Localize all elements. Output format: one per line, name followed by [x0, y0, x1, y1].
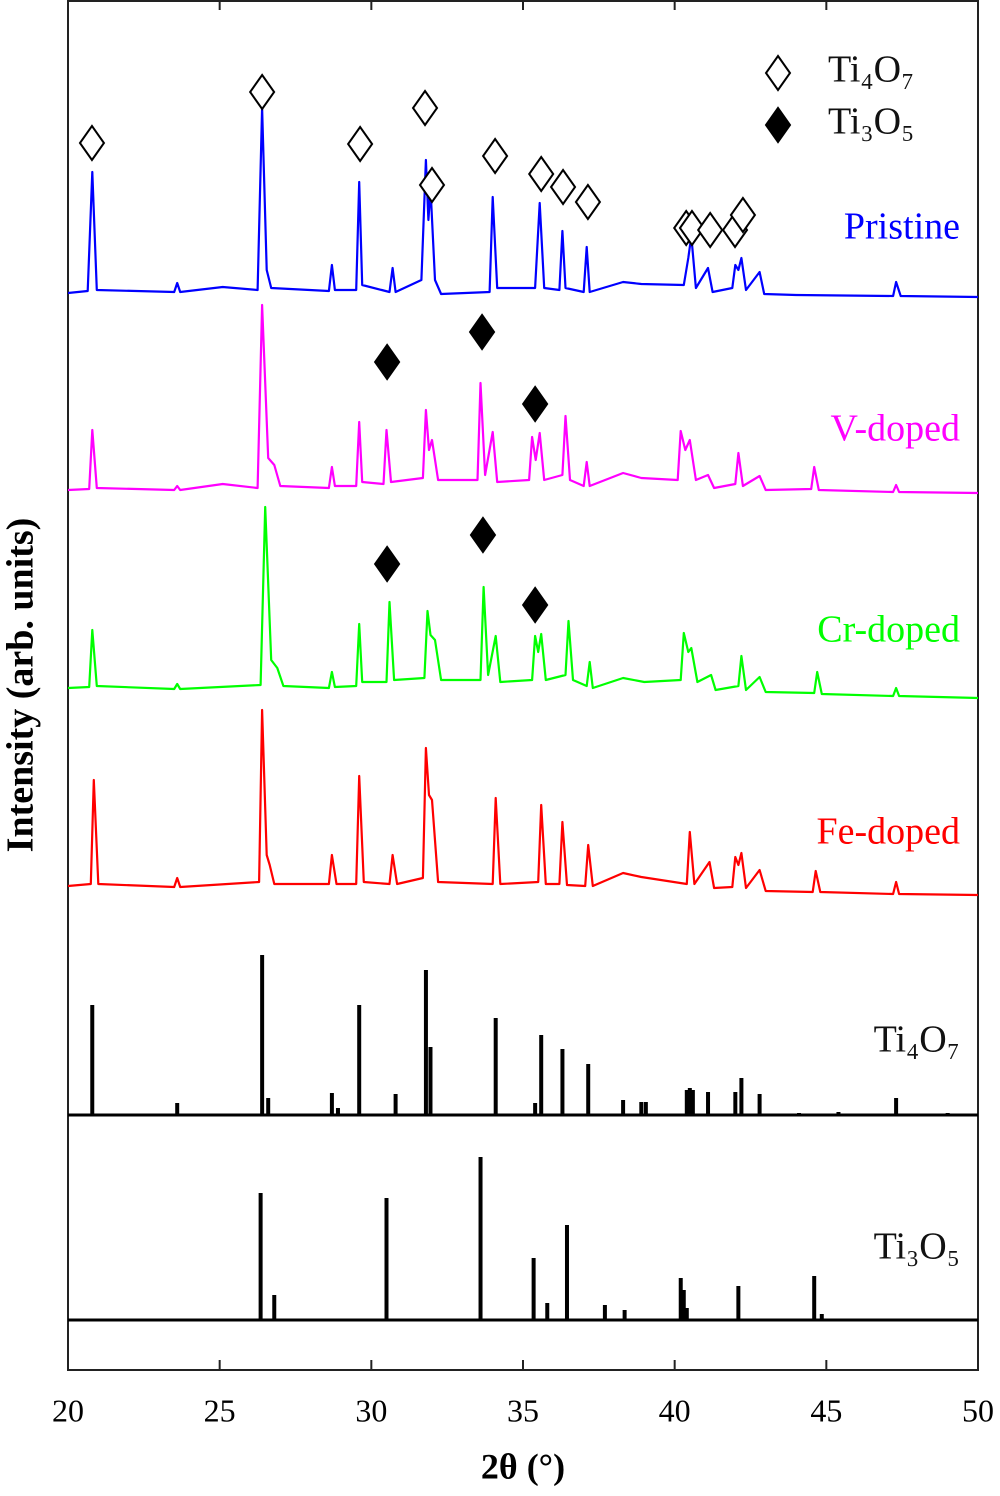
x-tick-label: 20	[52, 1392, 84, 1428]
peak-marker	[527, 155, 555, 193]
legend-label: Ti₃O₅	[828, 101, 914, 143]
peak-marker	[373, 343, 401, 381]
x-tick-label: 35	[507, 1392, 539, 1428]
legend-symbol	[764, 54, 792, 92]
peak-marker	[248, 73, 276, 111]
spectrum-line	[67, 303, 979, 495]
series-label: V-doped	[831, 408, 960, 450]
x-tick-label: 50	[962, 1392, 994, 1428]
x-tick-label: 40	[659, 1392, 691, 1428]
legend-symbol	[764, 106, 792, 144]
y-axis-label: Intensity (arb. units)	[0, 518, 42, 853]
peak-marker	[373, 545, 401, 583]
peak-marker	[468, 313, 496, 351]
peak-marker	[411, 89, 439, 127]
peak-marker	[696, 211, 724, 249]
peak-marker	[729, 196, 757, 234]
plot-frame	[67, 0, 979, 1371]
peak-marker	[78, 124, 106, 162]
x-tick-label: 25	[204, 1392, 236, 1428]
peak-marker	[549, 168, 577, 206]
reference-label: Ti₃O₅	[874, 1226, 960, 1268]
legend-label: Ti₄O₇	[828, 49, 914, 91]
peak-marker	[521, 385, 549, 423]
x-axis-label: 2θ (°)	[481, 1446, 565, 1486]
spectrum-line	[67, 106, 979, 299]
reference-label: Ti₄O₇	[874, 1019, 960, 1061]
series-label: Pristine	[844, 206, 960, 248]
x-tick-label: 45	[810, 1392, 842, 1428]
peak-marker	[469, 516, 497, 554]
spectrum-line	[67, 708, 979, 897]
peak-marker	[418, 166, 446, 204]
peak-marker	[346, 125, 374, 163]
x-tick-label: 30	[355, 1392, 387, 1428]
series-label: Cr-doped	[817, 609, 960, 651]
peak-marker	[521, 586, 549, 624]
peak-marker	[678, 209, 706, 247]
spectrum-line	[67, 505, 979, 700]
peak-marker	[574, 183, 602, 221]
peak-marker	[481, 137, 509, 175]
series-label: Fe-doped	[816, 811, 960, 853]
